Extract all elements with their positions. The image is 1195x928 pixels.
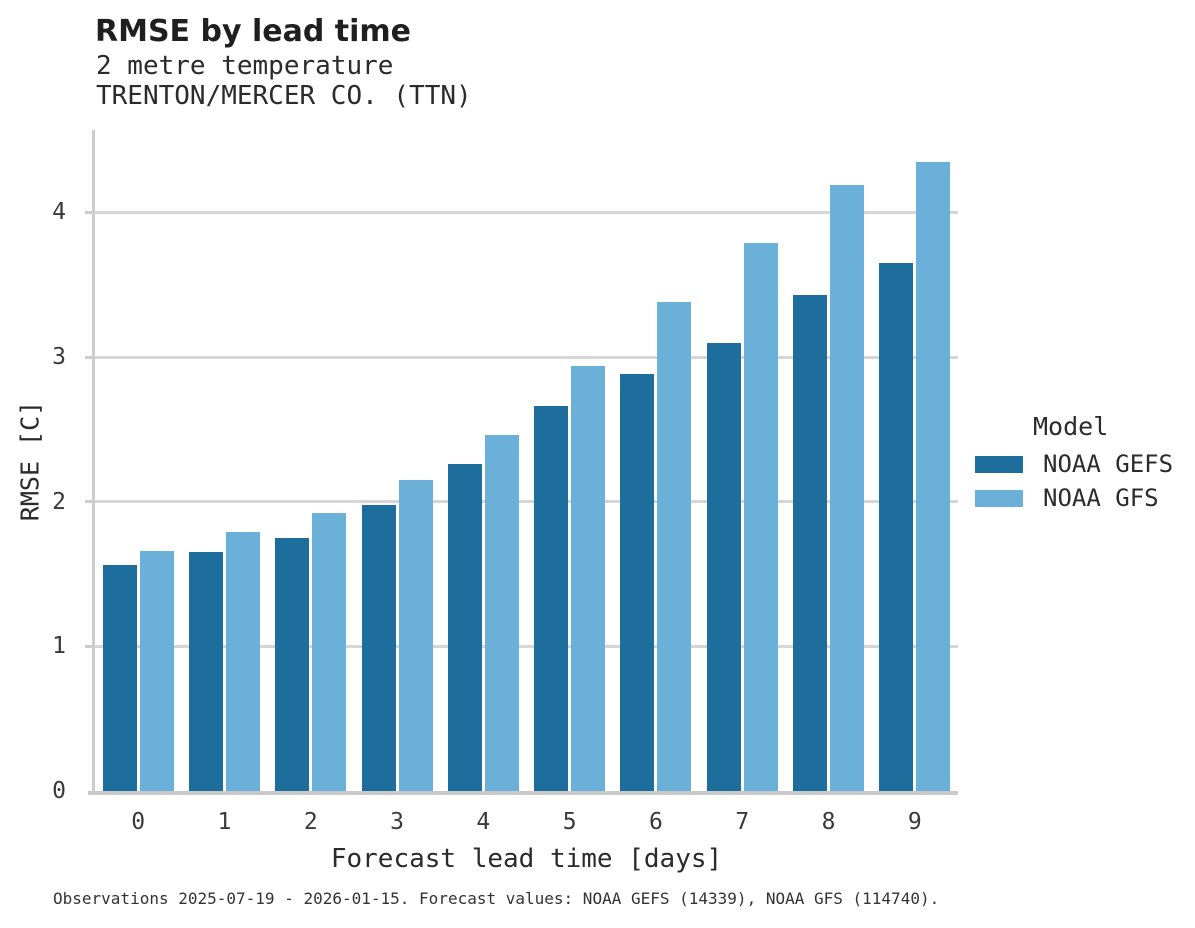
x-axis-title: Forecast lead time [days] (330, 844, 723, 874)
y-tick-2 (85, 500, 92, 504)
y-tick-4 (85, 210, 92, 214)
x-tick-label-9: 9 (907, 809, 922, 835)
y-tick-3 (85, 355, 92, 359)
y-axis-spine (92, 130, 95, 795)
bar-group-4 (440, 130, 526, 791)
legend-label-noaa-gefs: NOAA GEFS (1043, 450, 1174, 478)
plot-area (95, 130, 958, 791)
gridline-y-1 (95, 644, 958, 648)
bar-group-6 (613, 130, 699, 791)
x-tick-label-5: 5 (562, 809, 577, 835)
legend-swatch-noaa-gfs (975, 489, 1023, 507)
bar-noaa-gfs-lead-3 (398, 480, 433, 791)
bar-group-5 (527, 130, 613, 791)
y-tick-label-2: 2 (52, 488, 66, 515)
legend-entry-noaa-gefs: NOAA GEFS (975, 452, 1173, 476)
bar-noaa-gfs-lead-9 (916, 161, 951, 791)
bar-group-1 (181, 130, 267, 791)
bar-noaa-gfs-lead-6 (657, 302, 692, 791)
bar-noaa-gfs-lead-1 (225, 532, 260, 791)
bar-noaa-gefs-lead-3 (361, 504, 396, 791)
bar-noaa-gefs-lead-0 (102, 565, 137, 791)
x-tick-label-8: 8 (821, 809, 836, 835)
bar-noaa-gefs-lead-8 (793, 294, 828, 791)
chart-subtitle-station: TRENTON/MERCER CO. (TTN) (96, 81, 472, 111)
legend-title: Model (1033, 412, 1109, 441)
bar-group-3 (354, 130, 440, 791)
bar-group-8 (785, 130, 871, 791)
bar-noaa-gefs-lead-4 (447, 464, 482, 791)
bar-noaa-gfs-lead-8 (830, 184, 865, 791)
x-tick-label-4: 4 (476, 809, 491, 835)
bar-noaa-gefs-lead-6 (620, 374, 655, 791)
x-tick-label-7: 7 (735, 809, 750, 835)
bar-noaa-gfs-lead-4 (484, 435, 519, 791)
bar-noaa-gefs-lead-5 (534, 406, 569, 791)
bar-group-9 (872, 130, 958, 791)
bar-noaa-gefs-lead-7 (706, 342, 741, 791)
caption: Observations 2025-07-19 - 2026-01-15. Fo… (53, 889, 940, 908)
bar-group-2 (268, 130, 354, 791)
bar-noaa-gfs-lead-7 (743, 242, 778, 791)
chart-title: RMSE by lead time (95, 14, 411, 49)
gridline-y-3 (95, 355, 958, 359)
y-tick-label-4: 4 (52, 199, 66, 226)
y-tick-label-3: 3 (52, 344, 66, 371)
chart-subtitle-variable: 2 metre temperature (96, 51, 394, 81)
y-tick-1 (85, 644, 92, 648)
x-axis-spine (88, 791, 958, 795)
x-tick-label-1: 1 (217, 809, 232, 835)
bar-noaa-gefs-lead-9 (879, 263, 914, 791)
legend-entry-noaa-gfs: NOAA GFS (975, 486, 1159, 510)
bar-noaa-gefs-lead-2 (275, 537, 310, 791)
bar-noaa-gefs-lead-1 (188, 552, 223, 791)
x-tick-label-6: 6 (649, 809, 663, 835)
legend-swatch-noaa-gefs (975, 455, 1023, 473)
bar-noaa-gfs-lead-2 (312, 513, 347, 791)
legend-label-noaa-gfs: NOAA GFS (1043, 484, 1159, 512)
y-tick-label-1: 1 (52, 633, 66, 660)
y-tick-label-0: 0 (52, 778, 66, 804)
bar-group-7 (699, 130, 785, 791)
x-tick-label-2: 2 (303, 809, 318, 835)
gridline-y-4 (95, 210, 958, 214)
gridline-y-2 (95, 500, 958, 504)
bar-noaa-gfs-lead-5 (571, 365, 606, 791)
bar-noaa-gfs-lead-0 (139, 550, 174, 791)
x-tick-label-3: 3 (390, 809, 404, 835)
bar-group-0 (95, 130, 181, 791)
x-tick-label-0: 0 (131, 809, 146, 835)
